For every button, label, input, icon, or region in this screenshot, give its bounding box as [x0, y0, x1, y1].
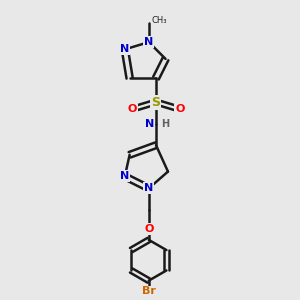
Text: O: O — [175, 104, 184, 114]
Text: H: H — [161, 118, 169, 129]
Text: N: N — [144, 183, 153, 194]
Text: Br: Br — [142, 286, 156, 296]
Text: N: N — [120, 44, 130, 54]
Text: S: S — [152, 96, 160, 109]
Text: O: O — [144, 224, 154, 234]
Text: N: N — [146, 118, 154, 129]
Text: N: N — [144, 37, 153, 47]
Text: N: N — [120, 171, 130, 182]
Text: CH₃: CH₃ — [151, 16, 167, 25]
Text: O: O — [127, 104, 137, 114]
